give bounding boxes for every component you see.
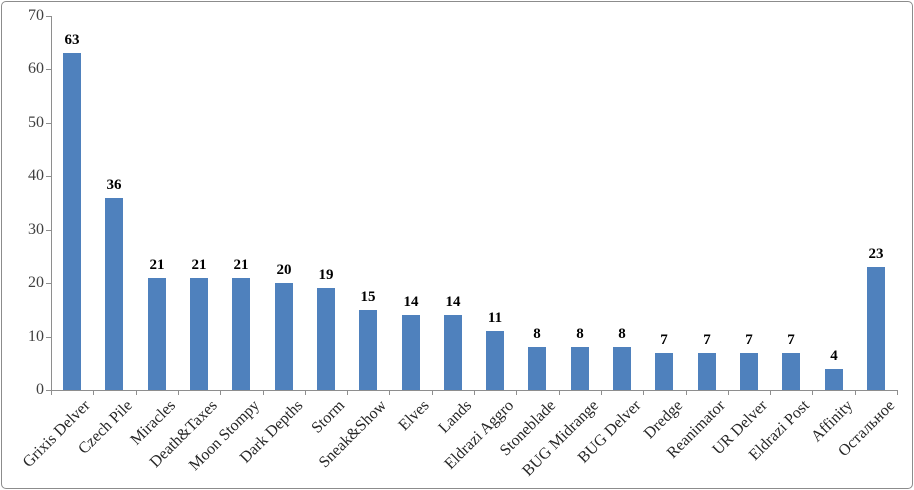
y-axis-tick [46,390,51,391]
bar [232,278,250,390]
x-axis-tick [93,391,94,395]
x-axis-tick [516,391,517,395]
x-axis-tick [770,391,771,395]
y-axis-tick [46,176,51,177]
bar [782,353,800,390]
y-axis-tick-label: 0 [36,381,44,398]
bar-value-label: 15 [360,289,376,305]
x-axis-tick [389,391,390,395]
x-axis-category-label: Grixis Delver [20,397,95,471]
bar [571,347,589,390]
bar [63,53,81,390]
y-axis-tick [46,337,51,338]
x-axis-tick [305,391,306,395]
bar-value-label: 4 [830,348,838,364]
bar [867,267,885,390]
bar [190,278,208,390]
x-axis-category-label: Elves [395,397,434,435]
bar-value-label: 63 [64,32,80,48]
y-axis-tick [46,16,51,17]
bar-value-label: 36 [106,177,122,193]
y-axis-tick [46,283,51,284]
bar-value-label: 19 [318,267,334,283]
bar [825,369,843,390]
y-axis-tick-label: 70 [28,7,44,24]
x-axis-tick [686,391,687,395]
bar [486,331,504,390]
bar-value-label: 7 [745,332,753,348]
bar [317,288,335,390]
x-axis-tick [51,391,52,395]
bar-value-label: 11 [487,310,503,326]
x-axis-tick [474,391,475,395]
x-axis-tick [347,391,348,395]
bar-value-label: 20 [276,262,292,278]
bar-value-label: 21 [149,257,165,273]
y-axis-tick [46,230,51,231]
bar [359,310,377,390]
bar-value-label: 8 [618,326,626,342]
bar-value-label: 14 [403,294,419,310]
bar-value-label: 21 [233,257,249,273]
x-axis-tick [432,391,433,395]
bar-value-label: 7 [703,332,711,348]
bar-value-label: 8 [576,326,584,342]
bar [275,283,293,390]
y-axis-tick-label: 10 [28,328,44,345]
bar [444,315,462,390]
bar-value-label: 21 [191,257,207,273]
y-axis-tick-label: 60 [28,60,44,77]
bar-value-label: 7 [787,332,795,348]
x-axis-line [51,390,898,391]
bar [740,353,758,390]
bar [528,347,546,390]
x-axis-tick [136,391,137,395]
bar-value-label: 23 [868,246,884,262]
y-axis-line [51,16,52,391]
bar [402,315,420,390]
x-axis-tick [855,391,856,395]
x-axis-tick [559,391,560,395]
bar [698,353,716,390]
bar-value-label: 14 [445,294,461,310]
bar [655,353,673,390]
x-axis-tick [897,391,898,395]
bar-value-label: 7 [660,332,668,348]
y-axis-tick [46,123,51,124]
bar [613,347,631,390]
y-axis-tick-label: 30 [28,221,44,238]
x-axis-tick [178,391,179,395]
x-axis-tick [728,391,729,395]
bar [105,198,123,390]
x-axis-tick [601,391,602,395]
x-axis-tick [220,391,221,395]
y-axis-tick-label: 40 [28,167,44,184]
bar-value-label: 8 [533,326,541,342]
bar [148,278,166,390]
y-axis-tick [46,69,51,70]
x-axis-tick [643,391,644,395]
y-axis-tick-label: 20 [28,274,44,291]
y-axis-tick-label: 50 [28,114,44,131]
x-axis-tick [812,391,813,395]
x-axis-tick [263,391,264,395]
